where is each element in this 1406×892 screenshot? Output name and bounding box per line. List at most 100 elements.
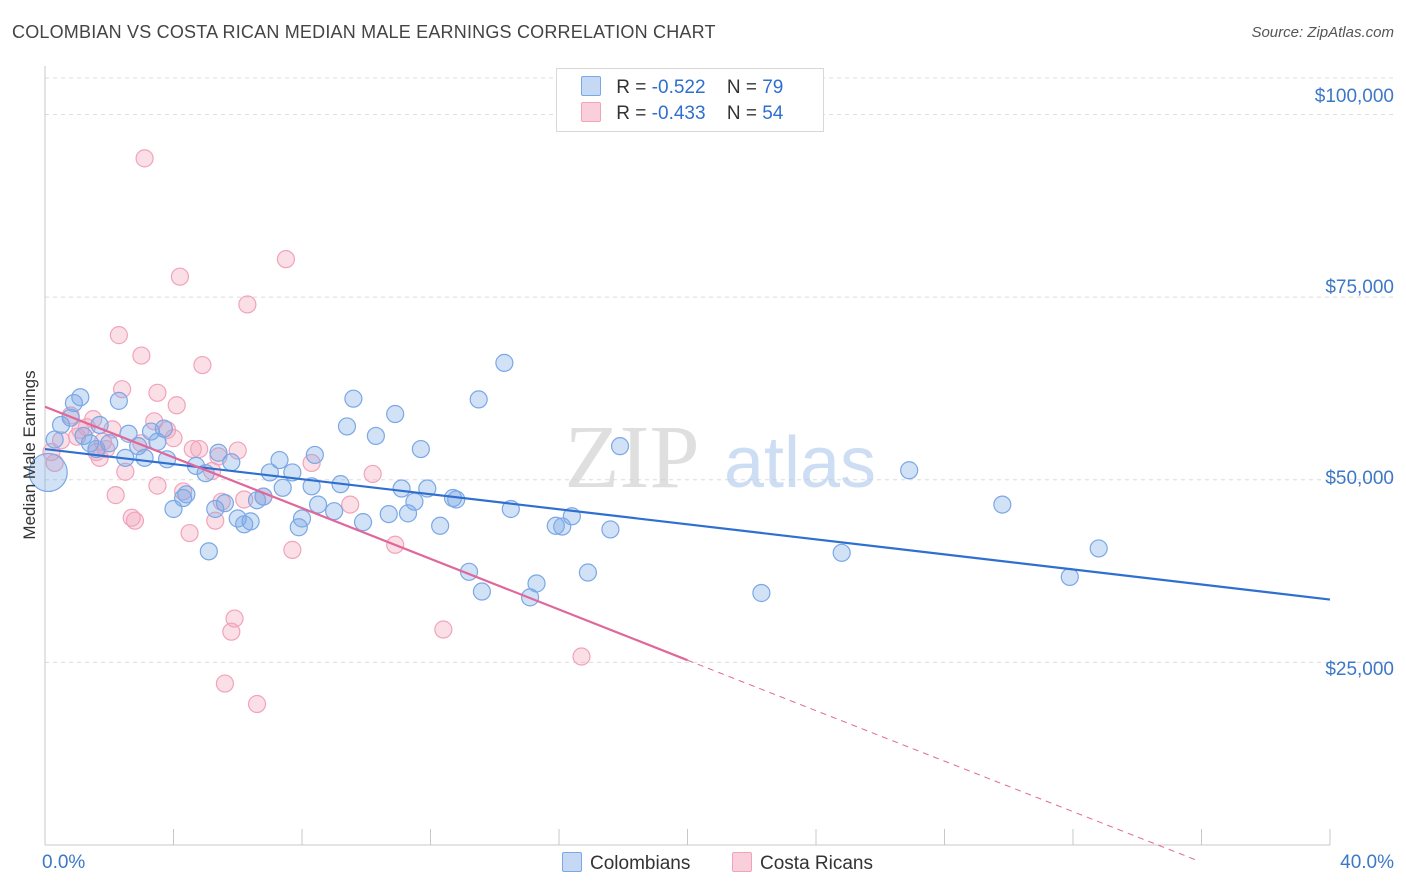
legend-n-value: 54: [762, 103, 784, 124]
x-tick-label: 40.0%: [1340, 852, 1394, 873]
colombians-point: [199, 542, 218, 561]
costa-ricans-point: [434, 620, 453, 639]
costa-ricans-point: [135, 149, 154, 168]
costa-ricans-point: [109, 326, 128, 345]
colombians-point: [546, 516, 565, 535]
costa-ricans-point: [238, 295, 257, 314]
colombians-point: [100, 434, 119, 453]
colombians-point: [325, 502, 344, 521]
bottom-legend-colombians: Colombians: [562, 852, 690, 875]
watermark: ZIP atlas: [565, 408, 877, 507]
costa-ricans-point: [170, 267, 190, 286]
costa-ricans-point: [106, 486, 125, 505]
colombians-point: [392, 479, 411, 498]
legend: R = -0.522 N = 79 R = -0.433 N = 54: [556, 68, 824, 132]
colombians-point: [366, 426, 385, 446]
legend-r-label: R =: [616, 77, 647, 98]
costa-ricans-point: [125, 511, 145, 530]
costa-ricans-point: [174, 482, 193, 501]
colombians-point: [222, 453, 241, 472]
legend-n-value: 79: [762, 77, 784, 98]
costa-ricans-point: [180, 523, 199, 543]
colombians-point: [1060, 567, 1079, 587]
colombians-point: [578, 563, 598, 582]
colombians-point: [405, 492, 424, 511]
colombians-point: [472, 582, 491, 601]
colombians-point: [154, 419, 173, 438]
legend-row-costa-ricans: R = -0.433 N = 54: [581, 102, 783, 126]
colombians-point: [411, 439, 430, 459]
costa-ricans-point: [96, 439, 116, 459]
legend-r-value: -0.522: [651, 77, 706, 98]
costa-ricans-point: [572, 647, 591, 666]
colombians-point: [308, 495, 328, 514]
legend-swatch-pink: [581, 102, 601, 122]
colombians-point: [292, 509, 312, 528]
colombians-point: [206, 499, 225, 519]
colombians-point: [447, 490, 466, 509]
colombians-point: [273, 478, 292, 497]
costa-ricans-point: [116, 462, 135, 481]
costa-ricans-point: [112, 380, 132, 399]
colombians-point: [215, 494, 234, 513]
legend-r-label: R =: [616, 103, 647, 124]
x-tick-label: 0.0%: [42, 852, 86, 873]
colombians-point: [28, 452, 68, 493]
legend-n-label: N =: [726, 77, 757, 98]
bottom-legend-swatch-blue: [562, 852, 582, 872]
colombians-point: [495, 353, 514, 372]
colombians-points: [28, 353, 1108, 607]
costa-ricans-point: [148, 476, 167, 495]
colombians-point: [71, 388, 90, 407]
costa-ricans-trendline: [44, 405, 688, 662]
colombians-point: [993, 495, 1012, 514]
bottom-legend-swatch-pink: [732, 852, 752, 872]
costa-ricans-trendline-extension: [687, 659, 1196, 861]
costa-ricans-point: [193, 355, 212, 375]
colombians-point: [386, 404, 405, 424]
y-tick-label: $25,000: [1325, 659, 1394, 680]
grid-lines: [45, 77, 1395, 663]
costa-ricans-point: [276, 250, 296, 269]
bottom-legend-label: Colombians: [590, 853, 691, 874]
costa-ricans-point: [283, 540, 302, 559]
colombians-point: [469, 390, 488, 409]
colombians-point: [209, 443, 228, 462]
colombians-point: [379, 504, 398, 524]
colombians-point: [337, 417, 357, 436]
chart-title: COLOMBIAN VS COSTA RICAN MEDIAN MALE EAR…: [12, 22, 716, 42]
colombians-point: [305, 445, 324, 465]
costa-ricans-point: [225, 609, 244, 628]
colombians-point: [610, 437, 630, 456]
costa-ricans-point: [145, 412, 164, 431]
colombians-point: [241, 512, 260, 531]
colombians-point: [832, 543, 851, 562]
colombians-point: [135, 448, 154, 467]
costa-ricans-point: [148, 383, 167, 402]
colombians-point: [344, 389, 363, 408]
watermark-zip: ZIP: [565, 408, 700, 507]
colombians-point: [51, 415, 71, 435]
y-tick-label: $50,000: [1325, 468, 1394, 489]
legend-r-value: -0.433: [651, 103, 706, 124]
colombians-point: [900, 461, 919, 480]
costa-ricans-point: [363, 464, 382, 484]
colombians-point: [752, 583, 771, 603]
bottom-legend-label: Costa Ricans: [760, 853, 873, 874]
colombians-point: [177, 485, 196, 504]
colombians-point: [398, 504, 418, 523]
costa-ricans-point: [228, 441, 247, 460]
trendlines: [44, 405, 1331, 861]
costa-ricans-point: [132, 346, 151, 365]
colombians-point: [353, 513, 373, 532]
costa-ricans-point: [247, 694, 267, 714]
colombians-point: [270, 450, 289, 470]
legend-swatch-blue: [581, 76, 601, 96]
costa-ricans-point: [190, 439, 209, 459]
colombians-point: [431, 516, 450, 535]
colombians-trendline: [44, 447, 1331, 601]
colombians-point: [1089, 539, 1108, 558]
costa-ricans-point: [215, 674, 234, 693]
y-tick-label: $100,000: [1314, 86, 1394, 107]
